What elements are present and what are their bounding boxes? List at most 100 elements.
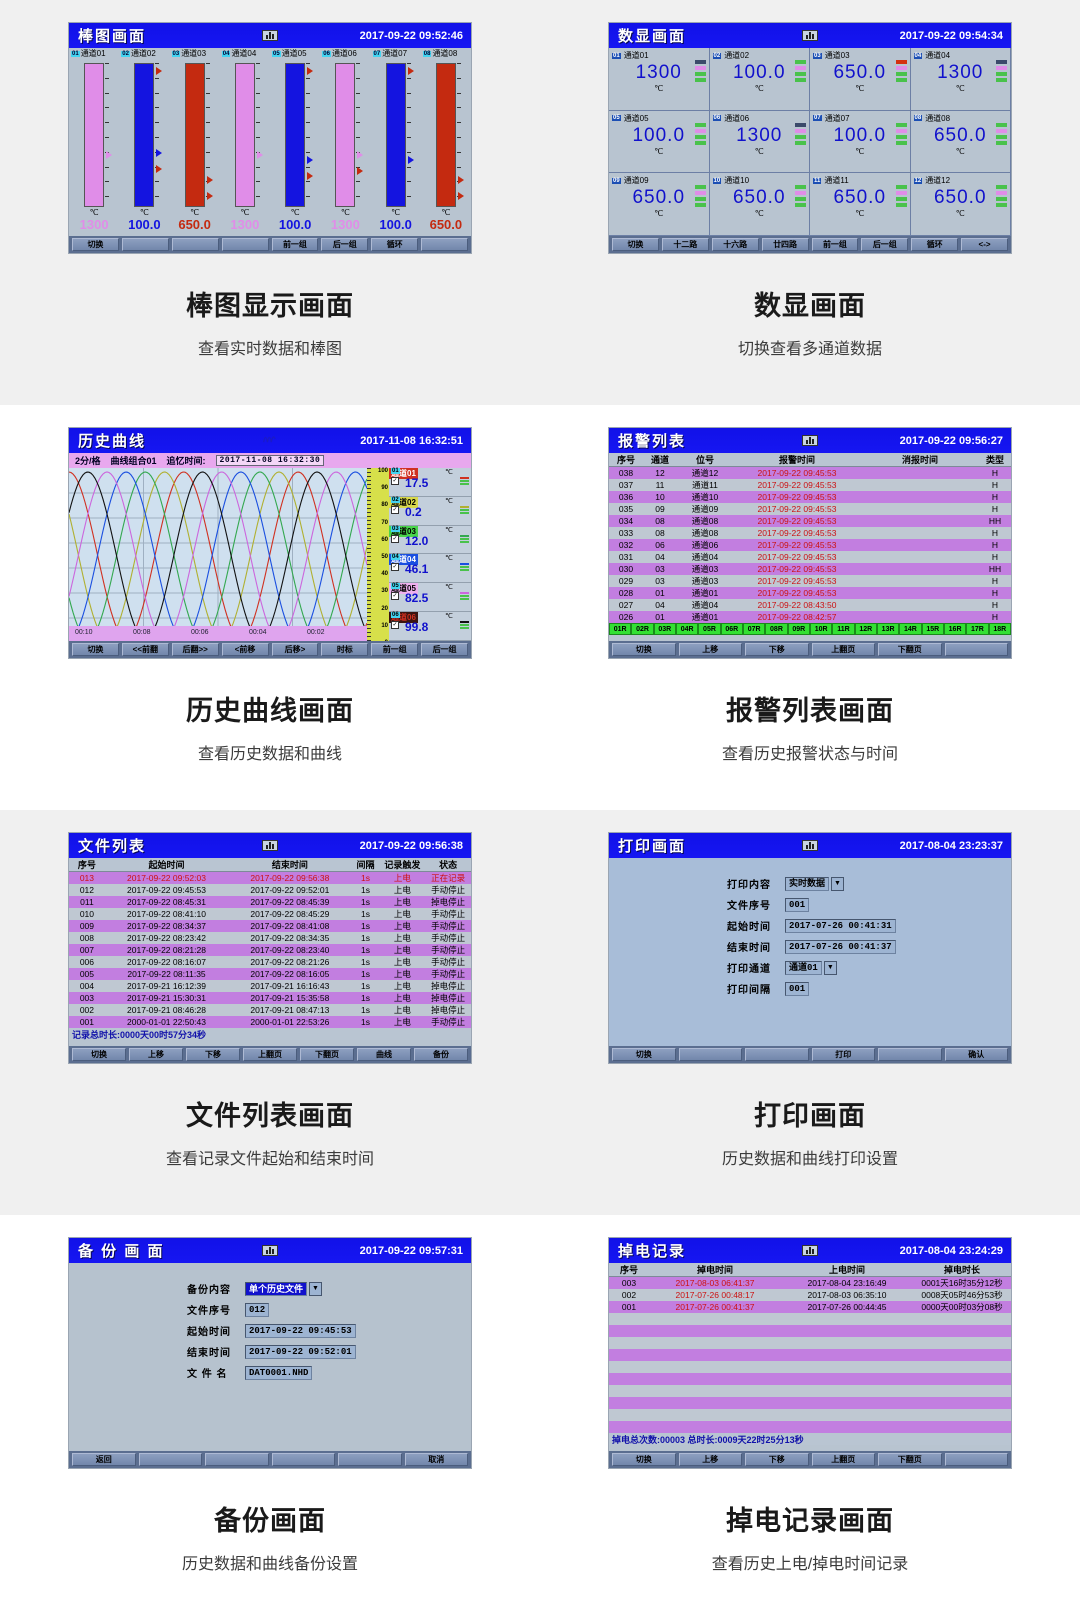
toolbar-button-4[interactable]: [271, 1453, 335, 1466]
toolbar-button-4[interactable]: 打印: [811, 1048, 875, 1061]
table-row[interactable]: 034 08 通道08 2017-09-22 09:45:53 HH: [609, 515, 1011, 527]
form-input[interactable]: DAT0001.NHD: [245, 1365, 313, 1380]
table-row[interactable]: 026 01 通道01 2017-09-22 08:42:57 H: [609, 611, 1011, 623]
table-row[interactable]: 028 01 通道01 2017-09-22 09:45:53 H: [609, 587, 1011, 599]
form-input[interactable]: 2017-09-22 09:45:53: [245, 1323, 356, 1338]
toolbar-button-1[interactable]: 切换: [72, 643, 119, 656]
toolbar-button-2[interactable]: 十二路: [661, 238, 709, 251]
chevron-down-icon[interactable]: ▼: [309, 1281, 323, 1296]
digital-channel-cell[interactable]: 10 通道10 650.0 ℃: [709, 173, 810, 236]
form-select[interactable]: 实时数据 ▼: [785, 876, 845, 891]
digital-channel-cell[interactable]: 04 通道04 1300 ℃: [910, 48, 1011, 111]
channel-checkbox[interactable]: ✓: [391, 621, 399, 630]
table-row[interactable]: 005 2017-09-22 08:11:35 2017-09-22 08:16:0…: [69, 968, 471, 980]
table-row[interactable]: 001 2000-01-01 22:50:43 2000-01-01 22:53:2…: [69, 1016, 471, 1028]
curve-channel-item[interactable]: 通道03 ℃ 03 ✓ 12.0: [389, 525, 471, 555]
table-row[interactable]: 038 12 通道12 2017-09-22 09:45:53 H: [609, 467, 1011, 479]
table-row[interactable]: 036 10 通道10 2017-09-22 09:45:53 H: [609, 491, 1011, 503]
toolbar-button-5[interactable]: 后移>: [271, 643, 319, 656]
digital-channel-cell[interactable]: 08 通道08 650.0 ℃: [910, 110, 1011, 174]
table-row[interactable]: 027 04 通道04 2017-09-22 08:43:50 H: [609, 599, 1011, 611]
channel-checkbox[interactable]: ✓: [391, 477, 399, 485]
form-input[interactable]: 001: [785, 981, 810, 996]
table-row[interactable]: 003 2017-08-03 06:41:37 2017-08-04 23:16:4…: [609, 1277, 1011, 1289]
bar-channel-column[interactable]: 07 通道07 ℃ 100.0: [371, 48, 421, 236]
toolbar-button-6[interactable]: 取消: [404, 1453, 468, 1466]
toolbar-button-3[interactable]: 下移: [186, 1048, 240, 1061]
toolbar-button-4[interactable]: 上翻页: [811, 1453, 875, 1466]
toolbar-button-6[interactable]: 后一组: [861, 238, 909, 251]
toolbar-button-2[interactable]: [138, 1453, 202, 1466]
toolbar-button-3[interactable]: 十六路: [711, 238, 759, 251]
bar-channel-column[interactable]: 04 通道04 ℃ 1300: [220, 48, 270, 236]
form-select[interactable]: 通道01 ▼: [785, 960, 837, 975]
toolbar-button-6[interactable]: [944, 1453, 1008, 1466]
form-input[interactable]: 2017-07-26 00:41:31: [785, 918, 896, 933]
toolbar-button-2[interactable]: [678, 1048, 742, 1061]
toolbar-button-3[interactable]: [745, 1048, 809, 1061]
digital-channel-cell[interactable]: 12 通道12 650.0 ℃: [910, 173, 1011, 236]
table-row[interactable]: 029 03 通道03 2017-09-22 09:45:53 H: [609, 575, 1011, 587]
channel-checkbox[interactable]: ✓: [391, 592, 399, 601]
bar-channel-column[interactable]: 08 通道08 ℃ 650.0: [421, 48, 471, 236]
channel-checkbox[interactable]: ✓: [391, 563, 399, 572]
table-row[interactable]: 001 2017-07-26 00:41:37 2017-07-26 00:44:4…: [609, 1301, 1011, 1313]
toolbar-button-7[interactable]: 前一组: [371, 643, 419, 656]
table-row[interactable]: 002 2017-07-26 00:48:17 2017-08-03 06:35:1…: [609, 1289, 1011, 1301]
toolbar-button-4[interactable]: 上翻页: [243, 1048, 297, 1061]
toolbar-button-3[interactable]: 下移: [745, 643, 809, 656]
toolbar-button-4[interactable]: [221, 238, 269, 251]
table-row[interactable]: 006 2017-09-22 08:16:07 2017-09-22 08:21:2…: [69, 956, 471, 968]
table-row[interactable]: 013 2017-09-22 09:52:03 2017-09-22 09:56:3…: [69, 872, 471, 884]
table-row[interactable]: 003 2017-09-21 15:30:31 2017-09-21 15:35:5…: [69, 992, 471, 1004]
table-row[interactable]: 007 2017-09-22 08:21:28 2017-09-22 08:23:4…: [69, 944, 471, 956]
chevron-down-icon[interactable]: ▼: [823, 960, 837, 975]
curve-channel-item[interactable]: 通道05 ℃ 05 ✓ 82.5: [389, 583, 471, 613]
table-row[interactable]: 009 2017-09-22 08:34:37 2017-09-22 08:41:0…: [69, 920, 471, 932]
toolbar-button-5[interactable]: 前一组: [271, 238, 319, 251]
toolbar-button-1[interactable]: 切换: [612, 238, 659, 251]
toolbar-button-5[interactable]: 下翻页: [878, 1453, 942, 1466]
toolbar-button-1[interactable]: 切换: [72, 1048, 126, 1061]
form-input[interactable]: 001: [785, 897, 810, 912]
toolbar-button-5[interactable]: 下翻页: [300, 1048, 354, 1061]
digital-channel-cell[interactable]: 07 通道07 100.0 ℃: [810, 110, 911, 174]
toolbar-button-6[interactable]: 时标: [321, 643, 369, 656]
toolbar-button-8[interactable]: <->: [961, 238, 1008, 251]
toolbar-button-2[interactable]: 上移: [129, 1048, 183, 1061]
form-input[interactable]: 2017-07-26 00:41:37: [785, 939, 896, 954]
toolbar-button-1[interactable]: 切换: [612, 1048, 676, 1061]
bar-channel-column[interactable]: 01 通道01 ℃ 1300: [69, 48, 119, 236]
toolbar-button-5[interactable]: 下翻页: [878, 643, 942, 656]
curve-channel-item[interactable]: 通道02 ℃ 02 ✓ 0.2: [389, 496, 471, 526]
digital-channel-cell[interactable]: 03 通道03 650.0 ℃: [810, 48, 911, 111]
curve-channel-item[interactable]: 通道01 ℃ 01 ✓ 17.5: [389, 468, 471, 497]
toolbar-button-8[interactable]: 后一组: [421, 643, 468, 656]
table-row[interactable]: 011 2017-09-22 08:45:31 2017-09-22 08:45:3…: [69, 896, 471, 908]
toolbar-button-4[interactable]: 廿四路: [761, 238, 809, 251]
bar-channel-column[interactable]: 03 通道03 ℃ 650.0: [170, 48, 220, 236]
bar-channel-column[interactable]: 05 通道05 ℃ 100.0: [270, 48, 320, 236]
table-row[interactable]: 002 2017-09-21 08:46:28 2017-09-21 08:47:1…: [69, 1004, 471, 1016]
bar-channel-column[interactable]: 06 通道06 ℃ 1300: [320, 48, 370, 236]
toolbar-button-5[interactable]: [878, 1048, 942, 1061]
toolbar-button-8[interactable]: [421, 238, 468, 251]
toolbar-button-5[interactable]: 前一组: [811, 238, 859, 251]
digital-channel-cell[interactable]: 11 通道11 650.0 ℃: [810, 173, 911, 236]
toolbar-button-1[interactable]: 切换: [612, 1453, 676, 1466]
table-row[interactable]: 032 06 通道06 2017-09-22 09:45:53 H: [609, 539, 1011, 551]
toolbar-button-2[interactable]: <<前翻: [121, 643, 169, 656]
channel-checkbox[interactable]: ✓: [391, 505, 399, 514]
toolbar-button-3[interactable]: [171, 238, 219, 251]
table-row[interactable]: 012 2017-09-22 09:45:53 2017-09-22 09:52:0…: [69, 884, 471, 896]
toolbar-button-7[interactable]: 循环: [371, 238, 419, 251]
chevron-down-icon[interactable]: ▼: [831, 876, 845, 891]
digital-channel-cell[interactable]: 06 通道06 1300 ℃: [709, 110, 810, 174]
table-row[interactable]: 033 08 通道08 2017-09-22 09:45:53 H: [609, 527, 1011, 539]
toolbar-button-3[interactable]: [205, 1453, 269, 1466]
toolbar-button-6[interactable]: 后一组: [321, 238, 369, 251]
toolbar-button-4[interactable]: 上翻页: [811, 643, 875, 656]
curve-channel-item[interactable]: 通道06 ℃ 06 ✓ 99.8: [389, 612, 471, 641]
recall-time-input[interactable]: 2017-11-08 16:32:30: [215, 455, 325, 466]
toolbar-button-2[interactable]: 上移: [678, 1453, 742, 1466]
